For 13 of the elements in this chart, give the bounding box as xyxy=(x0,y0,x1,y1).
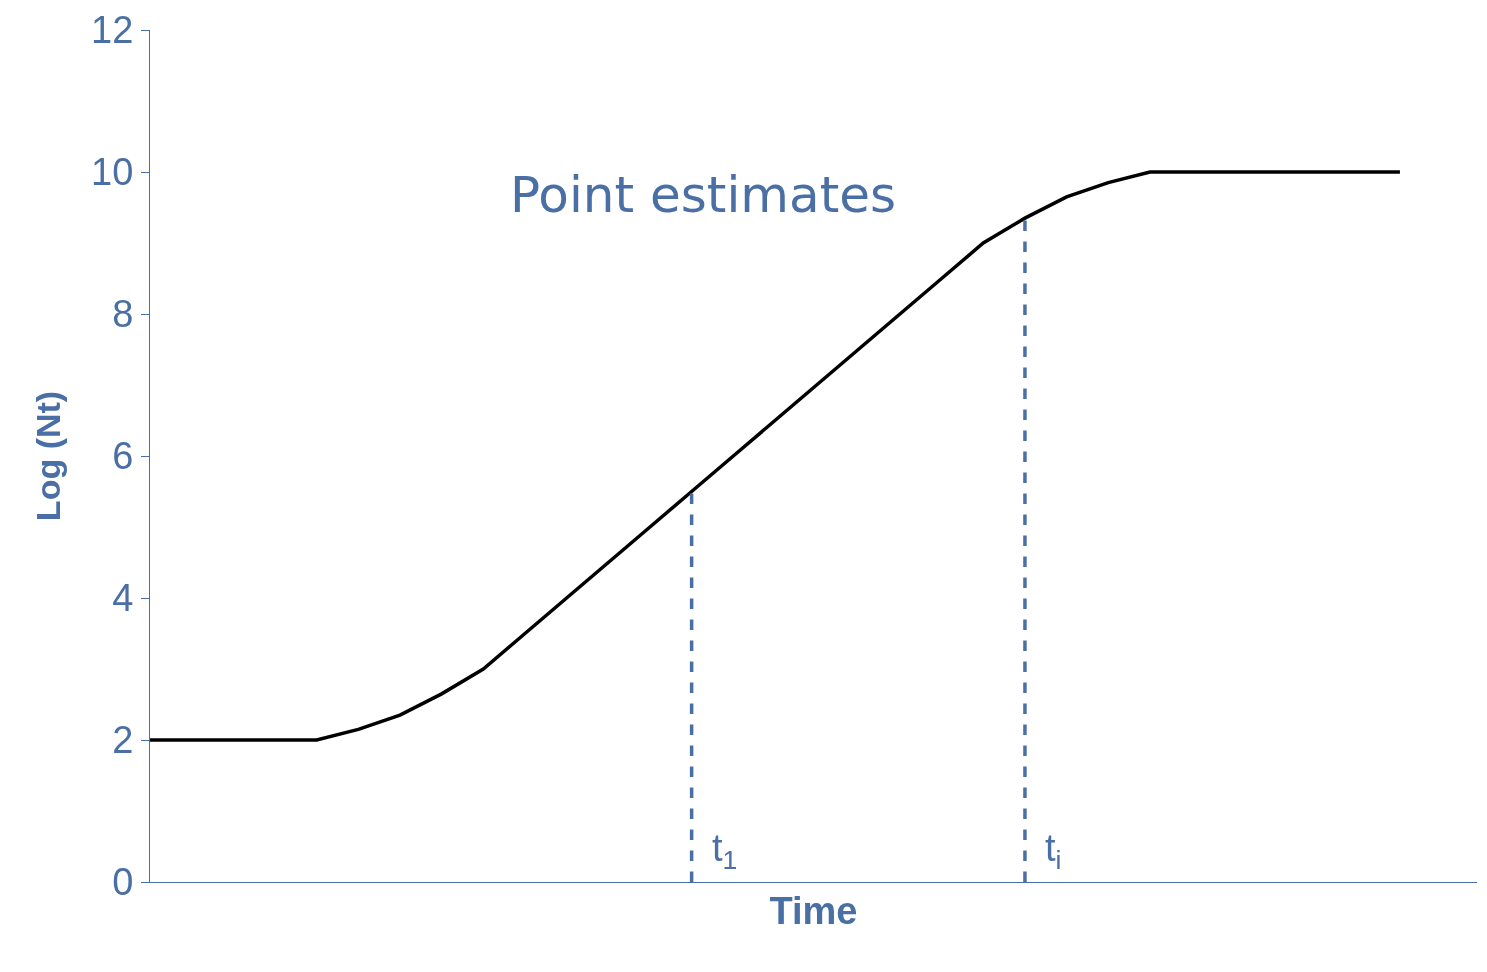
annotation: t$_{i}$ xyxy=(1045,827,1062,875)
y-axis-title: Log (Nt) xyxy=(28,390,67,522)
y-tick-label: 6 xyxy=(112,435,134,478)
y-tick-label: 0 xyxy=(112,861,134,904)
y-tick-label: 2 xyxy=(112,719,134,762)
x-axis-title: Time xyxy=(769,890,858,933)
y-tick-label: 10 xyxy=(91,151,134,194)
line-series xyxy=(150,170,1402,742)
annotation: Point estimates xyxy=(510,166,897,224)
y-tick-label: 8 xyxy=(112,293,134,336)
y-tick-label: 12 xyxy=(91,9,134,52)
y-tick-label: 4 xyxy=(112,577,134,620)
annotation: t$_{1}$ xyxy=(712,827,738,875)
